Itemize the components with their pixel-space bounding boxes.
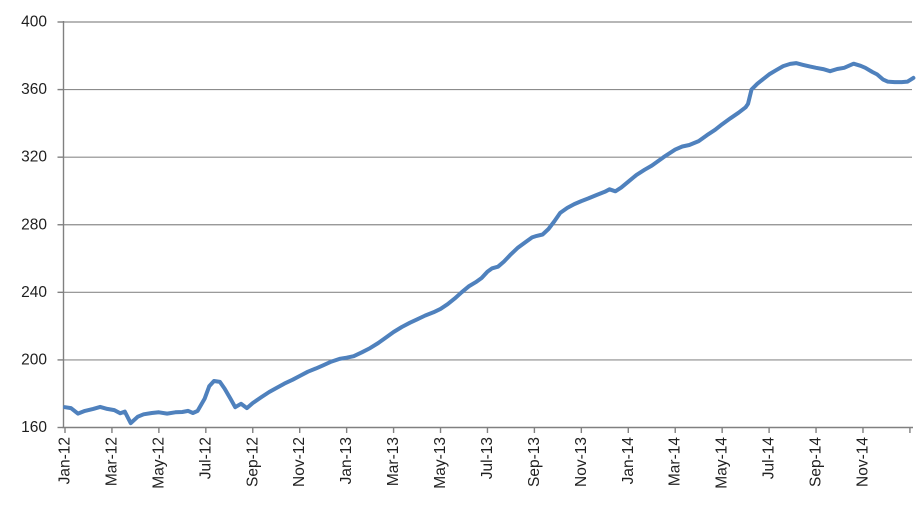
gridlines [63,21,912,361]
x-axis-label-May-13: May-13 [432,437,449,489]
y-axis-label-320: 320 [21,149,47,166]
x-axis-label-Jul-12: Jul-12 [197,437,214,479]
y-axis-label-400: 400 [21,14,47,31]
data-line-series-1 [63,61,916,426]
y-axis-label-200: 200 [21,351,47,368]
x-axis-label-May-14: May-14 [714,437,731,489]
x-axis-label-Jul-14: Jul-14 [761,437,778,480]
y-axis-label-160: 160 [21,419,47,436]
x-axis-label-Nov-14: Nov-14 [854,437,871,487]
y-axis-label-240: 240 [21,284,47,301]
y-axis-label-280: 280 [21,216,47,233]
x-axis-label-Nov-13: Nov-13 [573,437,590,487]
x-axis-label-Sep-14: Sep-14 [808,437,825,487]
x-axis-label-Mar-12: Mar-12 [103,437,120,486]
x-axis-label-Sep-13: Sep-13 [526,437,543,487]
x-axis-label-Jul-13: Jul-13 [479,437,496,479]
x-axis-label-Sep-12: Sep-12 [244,437,261,487]
y-axis: 160 200 240 280 320 360 400 [21,14,64,436]
x-axis-label-Jan-14: Jan-14 [620,437,637,485]
x-axis-label-Jan-12: Jan-12 [57,437,74,484]
x-axis: Jan-12 Mar-12 May-12 Jul-12 Sep-12 Nov-12 Jan-… [57,427,911,489]
x-axis-label-Jan-13: Jan-13 [338,437,355,484]
x-axis-label-Mar-14: Mar-14 [667,437,684,486]
x-axis-label-Nov-12: Nov-12 [291,437,308,487]
x-axis-label-May-12: May-12 [150,437,167,489]
y-axis-label-360: 360 [21,81,47,98]
x-axis-label-Mar-13: Mar-13 [385,437,402,486]
